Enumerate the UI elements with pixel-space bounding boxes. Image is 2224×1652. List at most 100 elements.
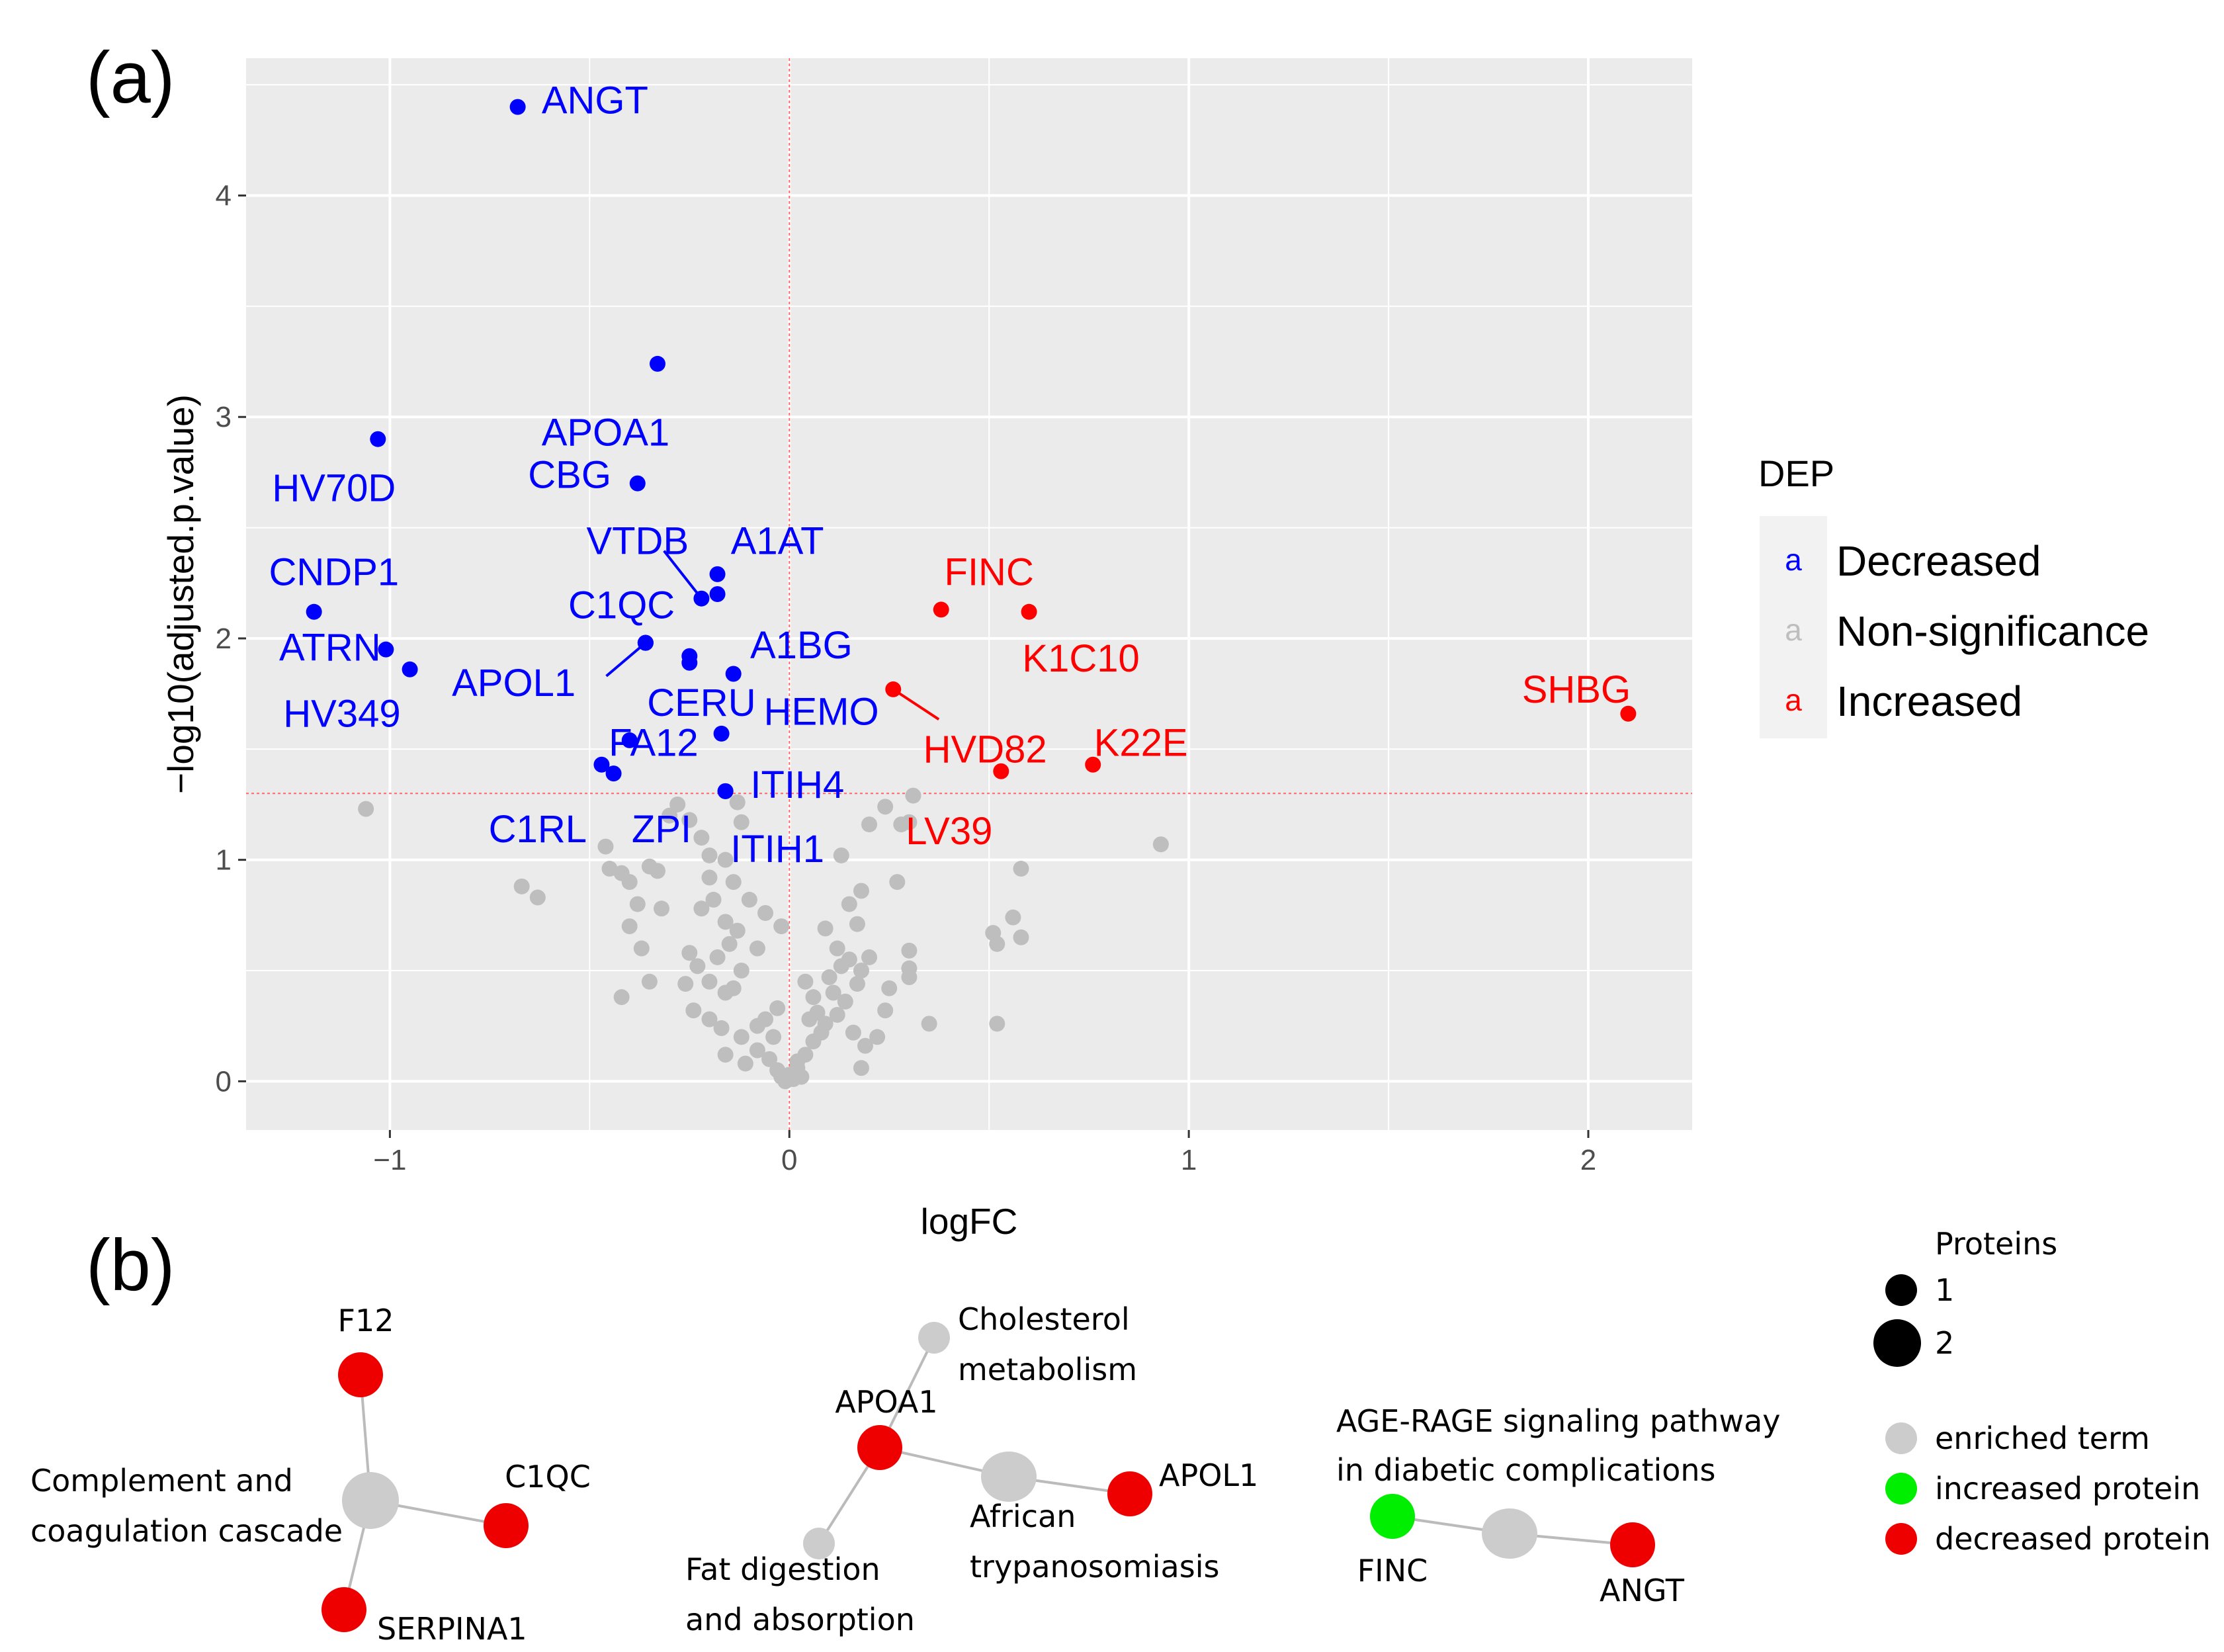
point-apol1: [637, 634, 654, 651]
nonsig-point: [881, 980, 898, 996]
y-tick-label: 1: [216, 844, 232, 877]
legend-title: DEP: [1758, 453, 1834, 494]
volcano-plot: ANGT APOA1 HV70D CBG CNDP1 ATRN HV349 VTDB A1AT C…: [216, 58, 1692, 1176]
point-ceru: [681, 648, 698, 664]
nonsig-point: [1005, 909, 1021, 926]
nonsig-point: [829, 1006, 845, 1023]
nonsig-point: [757, 1011, 774, 1027]
term-label-cholesterol-line2: metabolism: [958, 1352, 1137, 1387]
color-legend-label-term: enriched term: [1935, 1420, 2150, 1456]
term-label-cholesterol-line1: Cholesterol: [958, 1301, 1130, 1337]
point-shbg: [1620, 705, 1637, 722]
nonsig-point: [901, 969, 918, 986]
nonsig-point: [621, 918, 638, 935]
leader-vtdb: [663, 550, 703, 599]
nonsig-point: [805, 989, 822, 1006]
nonsig-point: [877, 1002, 894, 1019]
nonsig-point: [701, 847, 718, 863]
nonsig-point: [725, 980, 742, 996]
pathway-network: F12 C1QC SERPINA1 Complement and coagula…: [30, 1301, 1781, 1647]
nonsig-point: [733, 814, 749, 830]
x-tick-label: 2: [1580, 1144, 1596, 1176]
protein-node-apoa1: [857, 1425, 902, 1470]
size-legend-key-1: [1885, 1274, 1917, 1306]
term-label-complement-line2: coagulation cascade: [30, 1513, 343, 1549]
protein-label-apol1: APOL1: [1159, 1457, 1258, 1493]
point-c1rl: [593, 756, 610, 773]
legend-label-decreased: Decreased: [1836, 537, 2041, 585]
term-node-complement: [342, 1472, 399, 1529]
label-hemo: HEMO: [764, 690, 879, 733]
legend-key-decreased: a: [1785, 543, 1802, 577]
nonsig-point: [669, 796, 686, 812]
term-node-african-trypanosomiasis: [981, 1452, 1037, 1502]
label-cndp1: CNDP1: [269, 551, 400, 594]
label-apol1: APOL1: [452, 662, 576, 705]
nonsig-point: [597, 838, 614, 855]
point-hvd82: [885, 681, 902, 697]
label-hvd82: HVD82: [923, 728, 1047, 771]
nonsig-point: [717, 914, 734, 930]
nonsig-point: [989, 1016, 1005, 1032]
label-c1rl: C1RL: [489, 808, 587, 851]
nonsig-point: [1152, 836, 1169, 853]
label-itih4: ITIH4: [750, 763, 844, 806]
color-legend-label-decreased: decreased protein: [1935, 1521, 2211, 1557]
nonsig-point: [729, 922, 746, 939]
y-axis-title: −log10(adjusted.p.value): [160, 394, 201, 794]
term-label-african-line1: African: [970, 1499, 1076, 1534]
plot-panel: [246, 58, 1692, 1130]
significant-points: [306, 99, 1637, 799]
point-a1bg: [725, 666, 742, 682]
grid-major: [246, 58, 1692, 1130]
nonsig-point: [825, 984, 841, 1001]
nonsig-point: [757, 904, 774, 921]
legend-key-panel: [1760, 516, 1827, 738]
nonsig-point: [837, 993, 853, 1010]
nonsig-point: [749, 940, 765, 957]
protein-label-f12: F12: [338, 1303, 394, 1338]
protein-label-c1qc: C1QC: [505, 1459, 591, 1495]
x-axis-ticks: −1 0 1 2: [373, 1130, 1596, 1176]
label-hv70d: HV70D: [272, 466, 396, 509]
y-tick-label: 0: [216, 1065, 232, 1098]
nonsig-point: [677, 976, 694, 992]
point-hv70d: [370, 431, 386, 447]
term-node-cholesterol: [918, 1322, 950, 1354]
nonsig-point: [689, 958, 706, 975]
protein-label-angt: ANGT: [1600, 1573, 1685, 1608]
legend-key-increased: a: [1785, 683, 1802, 717]
label-c1qc: C1QC: [568, 584, 675, 627]
nonsig-point: [841, 896, 857, 912]
nonsig-point: [869, 1029, 886, 1045]
nonsig-point: [709, 949, 726, 965]
size-legend-label-2: 2: [1935, 1325, 1954, 1361]
grid-minor: [246, 58, 1692, 1130]
term-label-fat-line2: and absorption: [685, 1602, 915, 1637]
nonsig-point: [721, 935, 738, 952]
nonsig-point: [821, 969, 837, 986]
label-lv39: LV39: [906, 810, 992, 853]
dep-legend: DEP a a a Decreased Non-significance Inc…: [1758, 453, 2149, 738]
term-node-fat-digestion: [803, 1528, 835, 1559]
label-angt: ANGT: [542, 79, 648, 122]
nonsig-point: [717, 1047, 734, 1063]
point-a1at: [709, 566, 726, 582]
protein-label-finc: FINC: [1357, 1553, 1428, 1588]
nonsig-point: [701, 1011, 718, 1027]
color-legend-key-decreased: [1885, 1523, 1917, 1555]
protein-node-finc: [1370, 1494, 1415, 1539]
nonsig-point: [725, 874, 742, 891]
nonsig-point: [877, 799, 894, 815]
x-axis-title: logFC: [921, 1201, 1018, 1242]
point-apoa1: [649, 355, 665, 372]
nonsig-point: [853, 1060, 869, 1076]
label-vtdb: VTDB: [586, 520, 689, 563]
legend-key-nonsig: a: [1785, 613, 1802, 647]
nonsig-point: [641, 973, 658, 990]
nonsig-point: [765, 1029, 782, 1045]
nonsig-point: [741, 891, 757, 908]
protein-label-apoa1: APOA1: [835, 1384, 937, 1420]
nonsig-point: [861, 949, 878, 965]
